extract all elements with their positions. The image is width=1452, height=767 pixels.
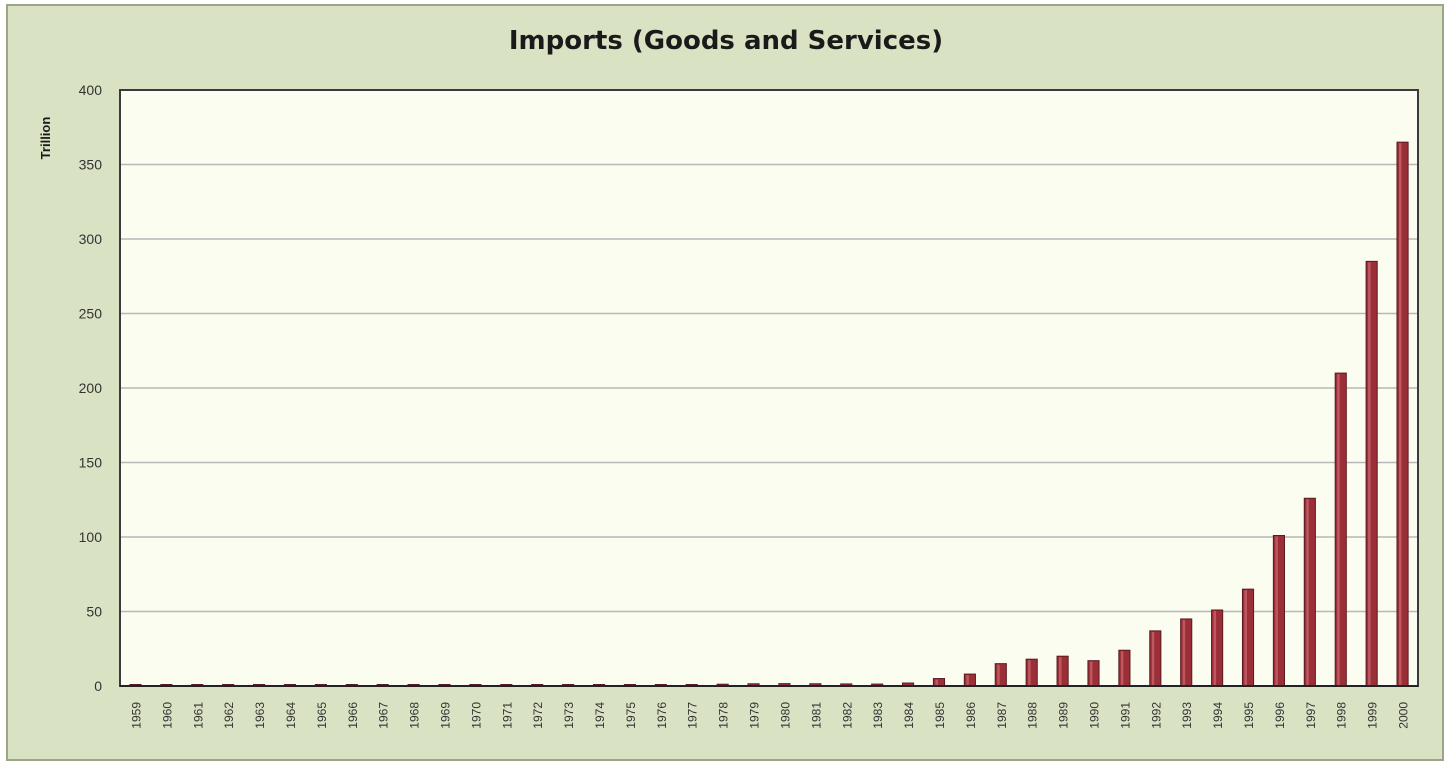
- bar: [1334, 372, 1347, 687]
- bar: [1396, 141, 1409, 687]
- bar: [1211, 609, 1224, 687]
- bar-highlight: [1337, 374, 1340, 685]
- x-tick-label: 1990: [1088, 702, 1102, 729]
- x-tick-label: 1972: [531, 702, 545, 729]
- x-tick-label: 1966: [346, 702, 360, 729]
- x-tick-label: 1967: [377, 702, 391, 729]
- bar-highlight: [1306, 499, 1309, 685]
- bar-highlight: [935, 679, 938, 685]
- y-tick-label: 200: [79, 380, 103, 396]
- x-tick-label: 1980: [778, 702, 792, 729]
- x-tick-label: 1984: [902, 702, 916, 729]
- bar-highlight: [1120, 651, 1124, 685]
- x-tick-label: 1974: [593, 702, 607, 729]
- x-tick-label: 1965: [315, 702, 329, 729]
- x-tick-label: 1995: [1242, 702, 1256, 729]
- bar-highlight: [1151, 631, 1155, 685]
- bar-highlight: [1275, 536, 1278, 685]
- x-tick-label: 1964: [284, 702, 298, 729]
- x-tick-label: 1985: [933, 702, 947, 729]
- bar-highlight: [966, 675, 969, 685]
- x-tick-label: 1988: [1026, 702, 1040, 729]
- x-tick-label: 1997: [1304, 702, 1318, 729]
- x-tick-label: 1994: [1211, 702, 1225, 729]
- bar: [1087, 660, 1100, 687]
- x-tick-label: 1982: [840, 702, 854, 729]
- x-tick-label: 1998: [1335, 702, 1349, 729]
- bar: [932, 678, 946, 687]
- bar-highlight: [1398, 143, 1402, 685]
- bar: [963, 673, 976, 687]
- x-tick-label: 1968: [408, 702, 422, 729]
- x-tick-label: 1991: [1118, 702, 1132, 729]
- y-axis-label: Trillion: [38, 117, 53, 160]
- x-tick-label: 1959: [129, 702, 143, 729]
- x-tick-label: 1975: [624, 702, 638, 729]
- x-tick-label: 1971: [500, 702, 514, 729]
- x-tick-label: 1961: [191, 702, 205, 729]
- bar-highlight: [1182, 619, 1186, 685]
- bar: [994, 663, 1007, 687]
- bar: [1272, 535, 1285, 687]
- x-tick-label: 1996: [1273, 702, 1287, 729]
- x-tick-label: 1970: [469, 702, 483, 729]
- bar: [1365, 260, 1378, 687]
- x-tick-label: 1960: [160, 702, 174, 729]
- x-tick-label: 1976: [655, 702, 669, 729]
- bar-highlight: [1028, 660, 1031, 685]
- bar: [1180, 618, 1193, 687]
- bar: [1118, 649, 1131, 687]
- bar: [1025, 658, 1038, 687]
- x-tick-label: 1977: [686, 702, 700, 729]
- x-tick-label: 1987: [995, 702, 1009, 729]
- x-tick-label: 2000: [1397, 702, 1411, 729]
- x-tick-label: 1973: [562, 702, 576, 729]
- x-tick-label: 1986: [964, 702, 978, 729]
- bar-highlight: [1368, 262, 1371, 685]
- x-tick-label: 1978: [717, 702, 731, 729]
- bar: [1149, 630, 1162, 687]
- y-tick-label: 250: [79, 306, 103, 322]
- y-tick-label: 50: [86, 604, 102, 620]
- y-tick-label: 400: [79, 82, 103, 98]
- y-tick-label: 350: [79, 157, 103, 173]
- bar-highlight: [1213, 611, 1217, 685]
- y-tick-label: 0: [94, 678, 102, 694]
- x-tick-label: 1989: [1057, 702, 1071, 729]
- bar-highlight: [1059, 657, 1062, 685]
- x-tick-label: 1962: [222, 702, 236, 729]
- x-tick-label: 1969: [439, 702, 453, 729]
- y-tick-label: 300: [79, 231, 103, 247]
- bar-highlight: [1244, 590, 1247, 685]
- bar: [1241, 588, 1255, 687]
- x-tick-label: 1999: [1366, 702, 1380, 729]
- y-tick-label: 150: [79, 455, 103, 471]
- x-tick-label: 1993: [1180, 702, 1194, 729]
- bar-highlight: [997, 664, 1000, 685]
- x-tick-label: 1992: [1149, 702, 1163, 729]
- x-tick-label: 1979: [748, 702, 762, 729]
- x-tick-label: 1983: [871, 702, 885, 729]
- x-tick-label: 1963: [253, 702, 267, 729]
- bar-highlight: [1089, 661, 1093, 685]
- chart-title: Imports (Goods and Services): [508, 26, 944, 56]
- x-tick-label: 1981: [809, 702, 823, 729]
- y-tick-label: 100: [79, 529, 103, 545]
- bar: [1303, 497, 1316, 687]
- bar: [1056, 655, 1069, 687]
